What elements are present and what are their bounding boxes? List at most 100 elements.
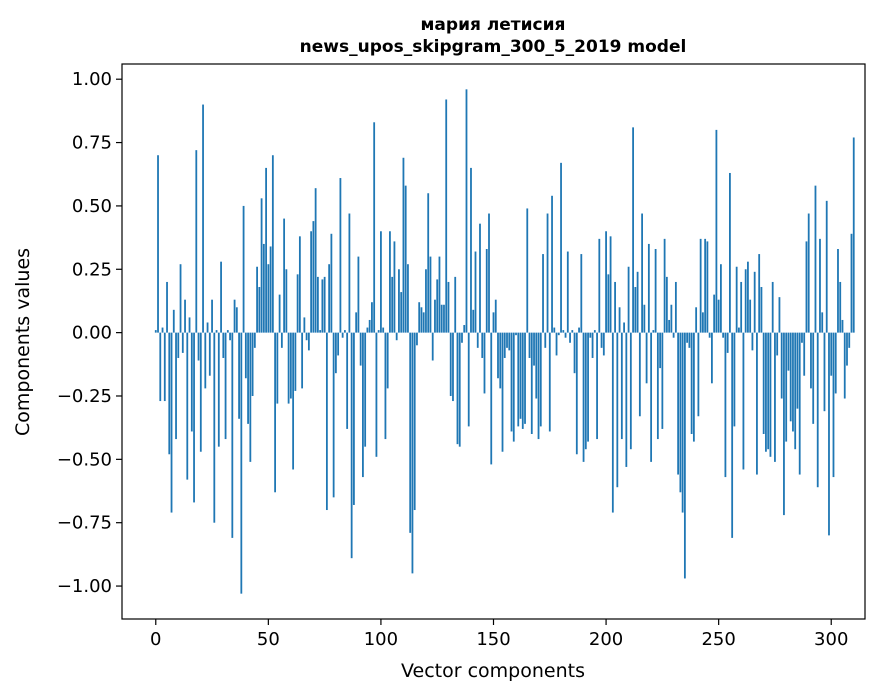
bar <box>560 162 562 333</box>
bar <box>740 281 743 333</box>
bar <box>704 238 707 333</box>
bar <box>828 332 830 536</box>
bar <box>220 261 222 333</box>
bar <box>247 332 249 424</box>
bar <box>524 332 526 424</box>
bar <box>598 238 601 333</box>
bar <box>271 155 274 333</box>
y-tick-label: 1.00 <box>72 69 112 90</box>
bar <box>186 332 189 480</box>
bar <box>778 297 781 333</box>
x-tick-label: 300 <box>814 629 848 650</box>
bar <box>402 157 405 333</box>
bar <box>362 332 364 478</box>
bar <box>706 241 709 333</box>
bar <box>211 299 213 333</box>
bar <box>416 332 418 346</box>
bar <box>323 276 326 333</box>
bar <box>310 231 313 333</box>
bar <box>530 332 533 434</box>
bar <box>425 269 427 333</box>
bar <box>470 167 472 333</box>
bar <box>602 332 605 356</box>
bar <box>839 281 842 333</box>
bar <box>846 332 848 366</box>
bar <box>488 213 490 333</box>
bar <box>364 332 367 447</box>
bar <box>355 312 358 333</box>
bar <box>359 332 362 366</box>
bar <box>753 271 756 333</box>
bar <box>607 274 610 333</box>
bar <box>843 332 846 399</box>
bar <box>535 332 538 399</box>
bar <box>314 188 317 333</box>
bar <box>803 332 806 376</box>
bar <box>801 332 803 343</box>
bar <box>213 332 216 523</box>
bar <box>278 294 281 333</box>
bar <box>780 332 783 399</box>
bar-series <box>154 89 855 594</box>
bar <box>711 332 713 384</box>
bar <box>641 213 643 333</box>
bar <box>623 322 625 333</box>
y-axis-ticks: 1.00 0.75 0.50 0.25 0.00 −0.25 −0.50 −0.75 −1.00 <box>57 69 122 597</box>
bar <box>238 332 240 419</box>
bar <box>262 243 265 333</box>
bar <box>760 287 763 333</box>
bar <box>461 332 463 343</box>
bar <box>663 238 666 333</box>
bar <box>199 332 202 452</box>
bar <box>546 213 549 333</box>
bar <box>510 332 513 432</box>
bar <box>235 307 238 333</box>
bar <box>731 332 734 538</box>
bar <box>280 332 283 348</box>
bar <box>287 332 290 404</box>
bar <box>445 99 448 333</box>
bar <box>197 332 200 361</box>
bar <box>436 279 439 333</box>
bar <box>226 330 229 333</box>
bar <box>742 332 745 470</box>
bar <box>672 332 675 338</box>
bar <box>389 231 391 333</box>
bar <box>159 332 162 402</box>
bar <box>789 332 792 422</box>
bar <box>494 299 497 333</box>
x-axis-ticks: 0 50 100 150 200 250 300 <box>150 619 848 650</box>
bar <box>184 299 186 333</box>
bar <box>465 89 468 333</box>
bar <box>591 332 594 358</box>
bar <box>823 332 826 412</box>
bar <box>837 249 839 333</box>
bar <box>821 312 824 333</box>
bar <box>616 332 619 488</box>
bar <box>738 327 740 333</box>
bar <box>620 332 623 440</box>
bar <box>479 223 481 333</box>
x-tick-label: 0 <box>150 629 161 650</box>
bar <box>749 299 752 333</box>
bar <box>240 332 243 594</box>
y-tick-label: −0.50 <box>57 449 112 470</box>
bar <box>206 322 209 333</box>
bar <box>472 309 475 333</box>
bar <box>852 137 855 333</box>
bar <box>526 208 529 333</box>
bar <box>692 332 695 442</box>
bar <box>830 332 833 376</box>
bar <box>353 332 355 505</box>
bar <box>253 332 256 348</box>
y-tick-label: −0.75 <box>57 513 112 534</box>
bar <box>792 332 794 432</box>
bar <box>537 332 540 440</box>
bar <box>596 332 598 440</box>
bar <box>204 332 207 389</box>
bar <box>440 304 443 333</box>
bar <box>722 332 725 338</box>
bar <box>222 332 225 358</box>
x-axis-label: Vector components <box>401 660 585 682</box>
bar <box>774 332 776 462</box>
